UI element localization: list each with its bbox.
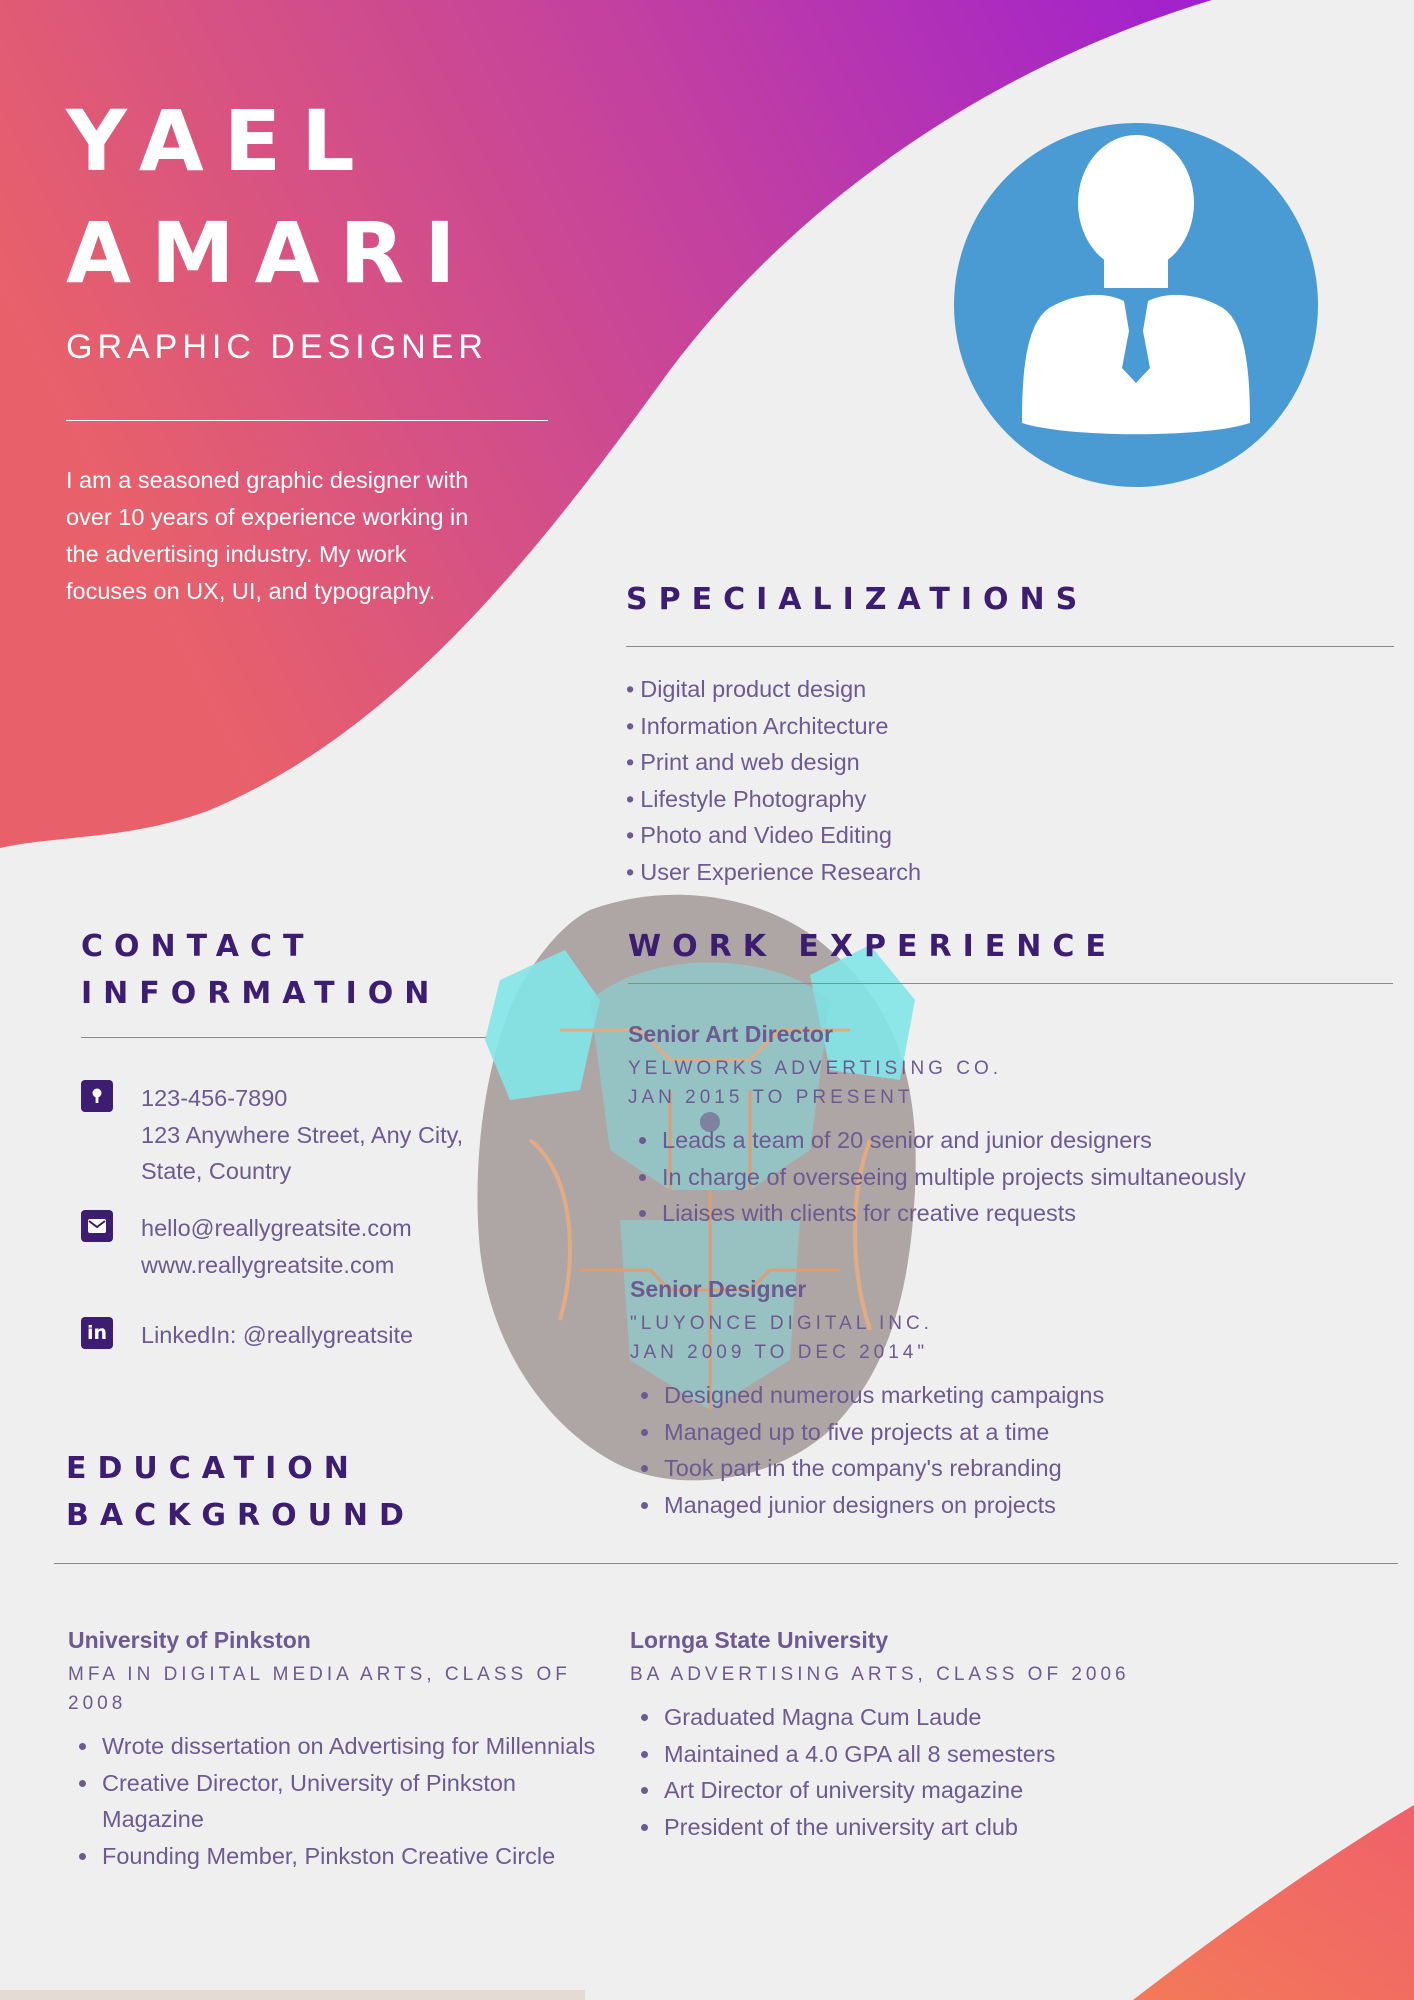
list-item: Digital product design	[626, 671, 921, 708]
education-heading-line2: BACKGROUND	[66, 1498, 415, 1533]
header-divider	[66, 420, 548, 421]
education-heading-line1: EDUCATION	[66, 1451, 360, 1486]
list-item: Wrote dissertation on Advertising for Mi…	[100, 1728, 598, 1765]
list-item: President of the university art club	[662, 1809, 1370, 1846]
list-item: Leads a team of 20 senior and junior des…	[660, 1122, 1388, 1159]
list-item: Information Architecture	[626, 708, 921, 745]
job-duties: Leads a team of 20 senior and junior des…	[628, 1122, 1388, 1232]
email-link[interactable]: hello@reallygreatsite.com	[141, 1215, 412, 1241]
bottom-strip	[0, 1990, 585, 2000]
list-item: Creative Director, University of Pinksto…	[100, 1765, 598, 1838]
list-item: In charge of overseeing multiple project…	[660, 1159, 1388, 1196]
education-heading: EDUCATION BACKGROUND	[66, 1445, 415, 1539]
list-item: Lifestyle Photography	[626, 781, 921, 818]
list-item: Maintained a 4.0 GPA all 8 semesters	[662, 1736, 1370, 1773]
job-dates: JAN 2009 TO DEC 2014"	[630, 1342, 929, 1363]
list-item: Took part in the company's rebranding	[662, 1450, 1390, 1487]
envelope-icon	[81, 1210, 113, 1242]
list-item: Founding Member, Pinkston Creative Circl…	[100, 1838, 598, 1875]
contact-heading: CONTACT INFORMATION	[81, 923, 440, 1017]
work-divider	[628, 983, 1393, 984]
contact-heading-line1: CONTACT	[81, 929, 315, 964]
school-achievements: Graduated Magna Cum Laude Maintained a 4…	[630, 1699, 1370, 1845]
header-gradient-wave	[0, 0, 1212, 848]
address-line-2: State, Country	[141, 1158, 292, 1184]
school-entry: University of Pinkston MFA IN DIGITAL ME…	[68, 1627, 598, 1874]
specializations-heading: SPECIALIZATIONS	[626, 582, 1089, 617]
list-item: Managed junior designers on projects	[662, 1487, 1390, 1524]
last-name: AMARI	[66, 204, 476, 302]
specializations-list: Digital product design Information Archi…	[626, 671, 921, 890]
job-title: Senior Designer	[630, 1276, 807, 1302]
contact-address-row: 123-456-7890 123 Anywhere Street, Any Ci…	[81, 1080, 463, 1190]
list-item: Photo and Video Editing	[626, 817, 921, 854]
contact-web-row: hello@reallygreatsite.com www.reallygrea…	[81, 1210, 412, 1283]
school-entry: Lornga State University BA ADVERTISING A…	[630, 1627, 1370, 1845]
education-divider	[54, 1563, 1398, 1564]
list-item: Print and web design	[626, 744, 921, 781]
list-item: User Experience Research	[626, 854, 921, 891]
intro-paragraph: I am a seasoned graphic designer with ov…	[66, 467, 469, 604]
school-name: University of Pinkston	[68, 1627, 311, 1653]
linkedin-link[interactable]: LinkedIn: @reallygreatsite	[141, 1322, 414, 1348]
corner-accent-shape	[1133, 1805, 1414, 2000]
job-company: "LUYONCE DIGITAL INC.	[630, 1313, 933, 1334]
address-line-1: 123 Anywhere Street, Any City,	[141, 1121, 464, 1148]
specializations-divider	[626, 646, 1394, 647]
job-dates: JAN 2015 TO PRESENT	[628, 1087, 914, 1108]
job-duties: Designed numerous marketing campaigns Ma…	[630, 1377, 1390, 1523]
list-item: Managed up to five projects at a time	[662, 1414, 1390, 1451]
first-name: YAEL	[66, 92, 375, 190]
work-experience-heading: WORK EXPERIENCE	[628, 929, 1117, 964]
list-item: Graduated Magna Cum Laude	[662, 1699, 1370, 1736]
job-company: YELWORKS ADVERTISING CO.	[628, 1058, 1003, 1079]
school-name: Lornga State University	[630, 1627, 889, 1653]
school-degree: MFA IN DIGITAL MEDIA ARTS, CLASS OF 2008	[68, 1664, 571, 1714]
school-degree: BA ADVERTISING ARTS, CLASS OF 2006	[630, 1664, 1130, 1685]
person-silhouette-icon	[954, 123, 1318, 487]
contact-linkedin-row: in LinkedIn: @reallygreatsite	[81, 1317, 413, 1354]
contact-heading-line2: INFORMATION	[81, 976, 441, 1011]
person-name: YAEL AMARI	[66, 85, 476, 309]
website-link[interactable]: www.reallygreatsite.com	[141, 1251, 395, 1278]
job-role: GRAPHIC DESIGNER	[66, 328, 488, 366]
circuit-lion-head-watermark	[477, 894, 916, 1481]
contact-divider	[81, 1037, 486, 1038]
list-item: Art Director of university magazine	[662, 1772, 1370, 1809]
linkedin-icon: in	[81, 1317, 113, 1349]
phone-number[interactable]: 123-456-7890	[141, 1085, 288, 1111]
job-title: Senior Art Director	[628, 1021, 833, 1047]
job-entry: Senior Designer "LUYONCE DIGITAL INC. JA…	[630, 1276, 1390, 1523]
list-item: Designed numerous marketing campaigns	[662, 1377, 1390, 1414]
list-item: Liaises with clients for creative reques…	[660, 1195, 1388, 1232]
job-entry: Senior Art Director YELWORKS ADVERTISING…	[628, 1021, 1388, 1232]
school-achievements: Wrote dissertation on Advertising for Mi…	[68, 1728, 598, 1874]
location-pin-icon	[81, 1080, 113, 1112]
